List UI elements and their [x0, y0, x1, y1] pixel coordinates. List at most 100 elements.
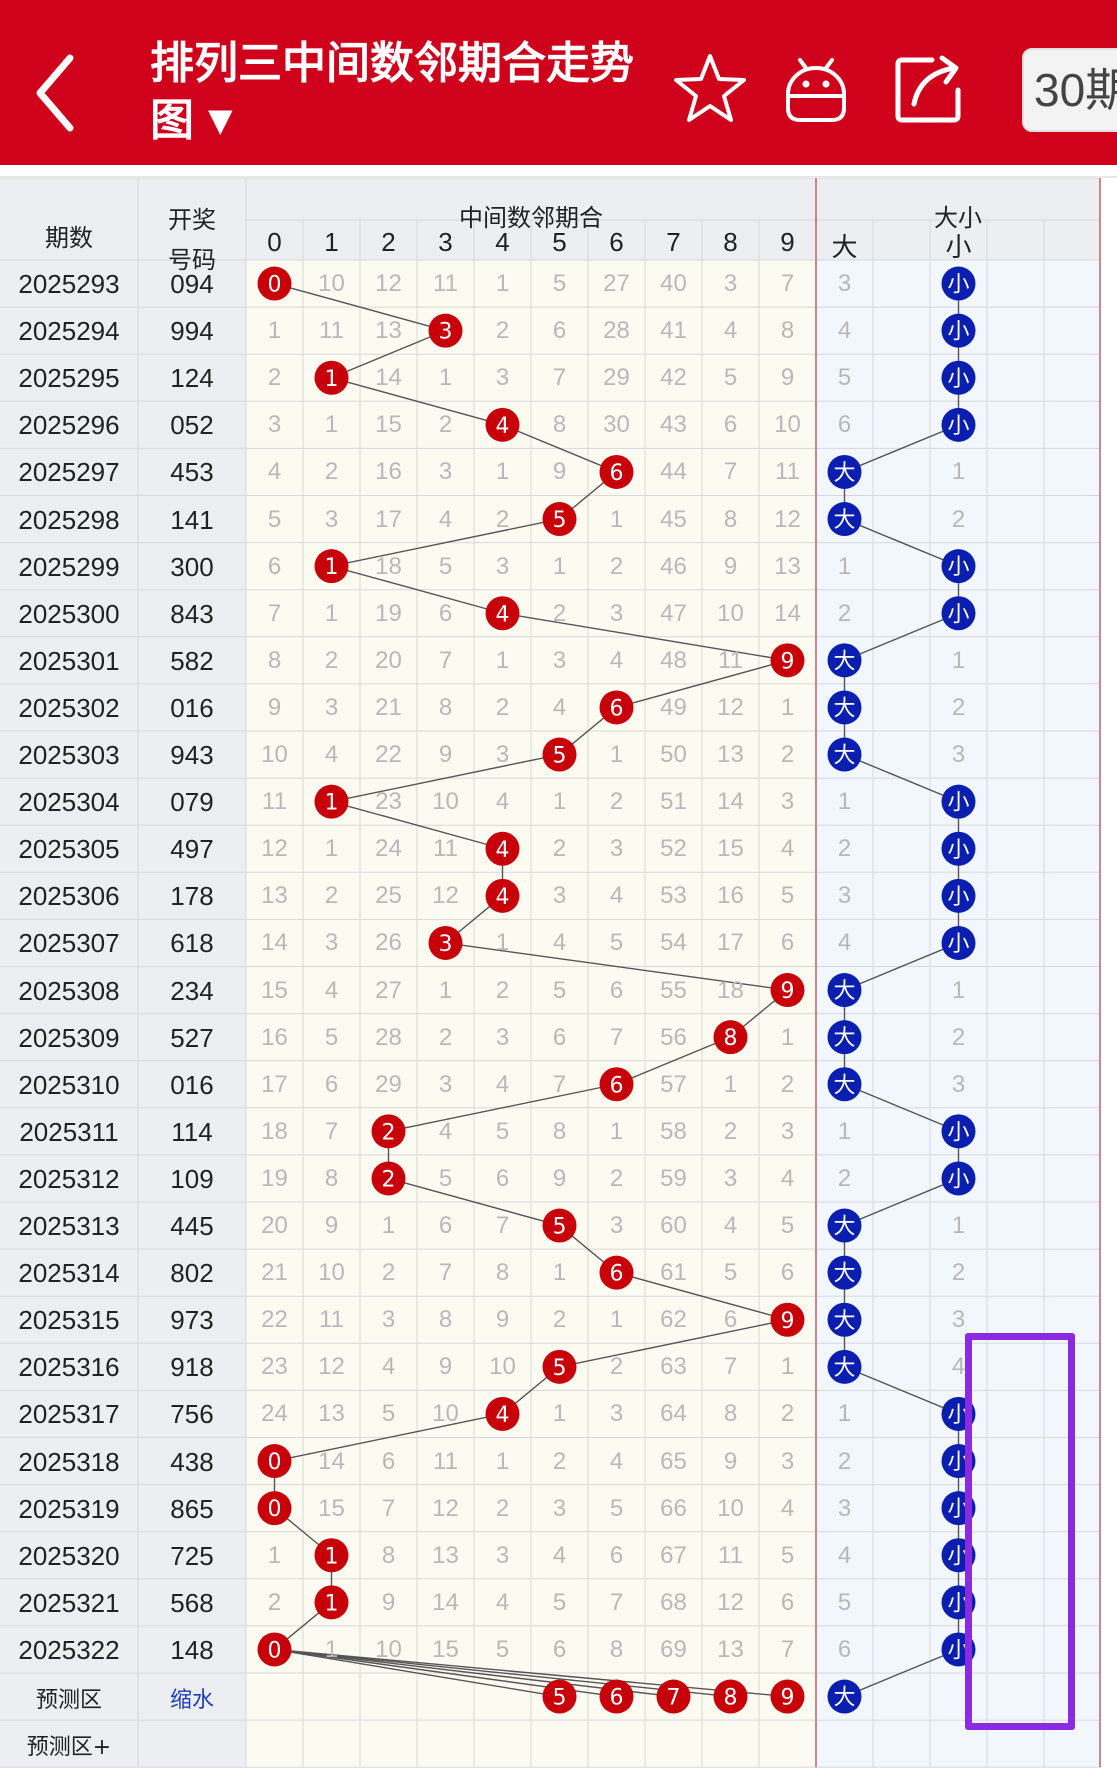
omission-cell: 9: [381, 1588, 396, 1616]
svg-text:6: 6: [610, 696, 624, 721]
size-omission-cell: 6: [837, 1635, 852, 1663]
omission-cell: 1: [495, 270, 510, 297]
svg-text:4: 4: [496, 838, 510, 863]
omission-cell: 1: [495, 458, 510, 486]
omission-cell: 19: [261, 1164, 288, 1192]
page-title[interactable]: 排列三中间数邻期合走势图 ▼: [150, 36, 670, 149]
svg-text:大: 大: [833, 1215, 855, 1240]
omission-cell: 2: [723, 1117, 738, 1145]
omission-cell: 6: [552, 317, 567, 345]
omission-cell: 7: [381, 1494, 396, 1522]
omission-cell: 11: [433, 1447, 458, 1475]
omission-cell: 11: [319, 1306, 344, 1334]
omission-cell: 12: [432, 1494, 459, 1522]
omission-cell: 2: [552, 1306, 567, 1334]
omission-cell: 23: [375, 788, 402, 816]
draw-number-cell: 300: [170, 551, 214, 582]
omission-cell: 1: [267, 1541, 282, 1569]
size-omission-cell: 3: [951, 1070, 966, 1098]
omission-cell: 9: [723, 552, 738, 580]
svg-text:0: 0: [268, 273, 282, 298]
size-ball: 小: [941, 1114, 976, 1149]
size-ball: 大: [827, 973, 862, 1008]
omission-cell: 18: [375, 552, 402, 580]
omission-cell: 2: [552, 835, 567, 863]
omission-cell: 2: [780, 1070, 795, 1098]
prediction-digit-ball: 7: [656, 1679, 691, 1714]
period-selector-button[interactable]: 30期: [1022, 48, 1117, 132]
omission-cell: 8: [438, 1306, 453, 1334]
back-arrow-icon[interactable]: [28, 48, 88, 138]
omission-cell: 2: [267, 1588, 282, 1616]
omission-cell: 4: [438, 505, 453, 533]
omission-cell: 4: [495, 1070, 510, 1098]
omission-cell: 5: [780, 1212, 795, 1239]
omission-cell: 2: [324, 458, 339, 486]
omission-cell: 4: [609, 646, 624, 674]
omission-cell: 43: [660, 411, 687, 439]
period-cell: 2025294: [18, 316, 120, 347]
draw-number-cell: 527: [170, 1022, 214, 1053]
omission-cell: 2: [780, 1400, 795, 1428]
draw-number-cell: 079: [170, 787, 214, 818]
svg-text:1: 1: [325, 367, 339, 392]
omission-cell: 7: [438, 646, 453, 674]
digit-header-6: 6: [609, 227, 624, 257]
omission-cell: 45: [660, 505, 687, 533]
omission-cell: 5: [381, 1400, 396, 1428]
omission-cell: 47: [660, 599, 687, 627]
share-icon[interactable]: [892, 50, 968, 126]
digit-ball: 4: [485, 1396, 520, 1431]
star-icon[interactable]: [672, 50, 748, 126]
omission-cell: 3: [495, 741, 510, 768]
size-omission-cell: 2: [951, 505, 966, 533]
col-header-middle-group: 中间数邻期合: [459, 204, 603, 232]
digit-ball: 9: [770, 973, 805, 1008]
svg-text:小: 小: [947, 273, 969, 298]
omission-cell: 6: [552, 1635, 567, 1663]
omission-cell: 3: [609, 835, 624, 863]
size-omission-cell: 1: [837, 788, 852, 816]
title-dropdown-arrow[interactable]: ▼: [208, 101, 233, 139]
omission-cell: 17: [717, 929, 744, 957]
digit-ball: 4: [485, 878, 520, 913]
omission-cell: 7: [609, 1588, 624, 1616]
omission-cell: 21: [261, 1259, 288, 1287]
omission-cell: 8: [324, 1164, 339, 1192]
omission-cell: 14: [375, 364, 402, 392]
size-omission-cell: 2: [951, 1023, 966, 1051]
prediction-shrink-link[interactable]: 缩水: [169, 1688, 214, 1713]
svg-text:6: 6: [610, 1686, 624, 1711]
robot-icon[interactable]: [778, 50, 854, 126]
omission-cell: 1: [324, 1635, 339, 1663]
omission-cell: 8: [723, 505, 738, 533]
omission-cell: 28: [375, 1023, 402, 1051]
omission-cell: 12: [432, 882, 459, 910]
omission-cell: 4: [780, 1164, 795, 1192]
omission-cell: 4: [780, 835, 795, 863]
digit-ball: 5: [542, 1349, 577, 1384]
digit-header-8: 8: [723, 227, 738, 257]
draw-number-cell: 234: [170, 975, 214, 1006]
digit-ball: 2: [371, 1114, 406, 1149]
omission-cell: 10: [432, 1400, 459, 1428]
digit-ball: 4: [485, 596, 520, 631]
omission-cell: 12: [318, 1353, 345, 1381]
draw-number-cell: 843: [170, 598, 214, 629]
omission-cell: 14: [261, 929, 288, 957]
size-omission-cell: 3: [837, 882, 852, 910]
digit-ball: 6: [599, 1255, 634, 1290]
col-header-size-group: 大小: [934, 204, 982, 232]
omission-cell: 5: [609, 1494, 624, 1522]
omission-cell: 5: [324, 1023, 339, 1051]
omission-cell: 6: [609, 1541, 624, 1569]
omission-cell: 5: [552, 1588, 567, 1616]
omission-cell: 15: [432, 1635, 459, 1663]
omission-cell: 6: [267, 552, 282, 580]
omission-cell: 51: [660, 788, 687, 816]
omission-cell: 7: [552, 364, 567, 392]
omission-cell: 7: [723, 1353, 738, 1381]
size-ball: 大: [827, 1255, 862, 1290]
size-omission-cell: 3: [837, 270, 852, 297]
omission-cell: 25: [375, 882, 402, 910]
